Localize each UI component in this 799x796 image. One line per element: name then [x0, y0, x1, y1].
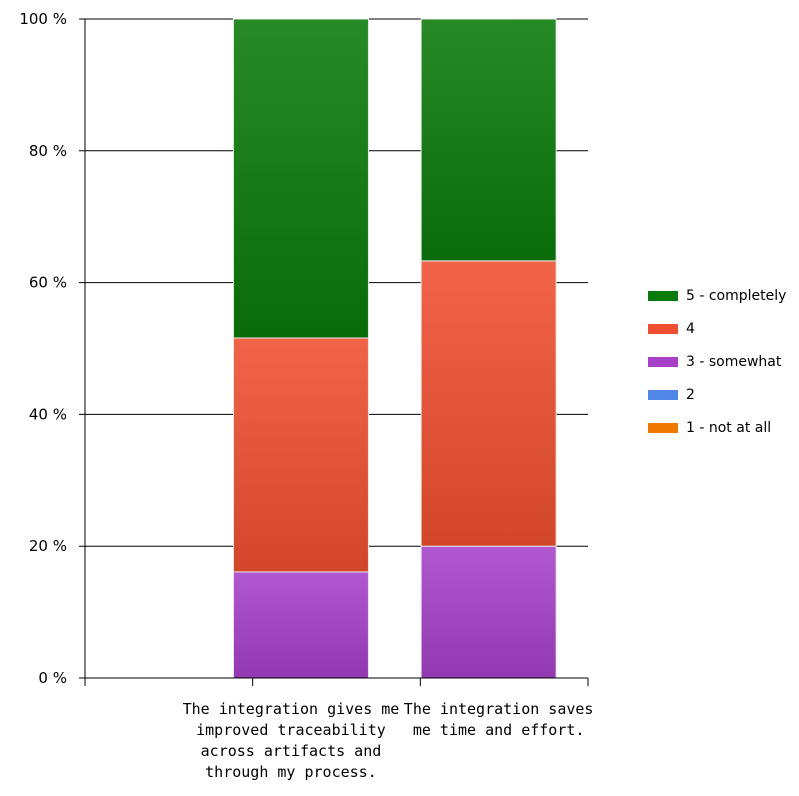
bar-segment: [232, 18, 369, 339]
y-tick-label: 20 %: [29, 537, 67, 555]
category-label: improved traceability: [196, 721, 386, 739]
y-tick-label: 40 %: [29, 405, 67, 423]
legend-label: 5 - completely: [686, 288, 787, 304]
tick-labels: 0 % 20 % 40 % 60 % 80 % 100 %: [19, 10, 67, 687]
legend-label: 3 - somewhat: [686, 354, 782, 370]
legend-swatch: [648, 357, 678, 367]
legend-item: 5 - completely: [648, 288, 798, 304]
category-label: through my process.: [205, 763, 377, 781]
legend-label: 4: [686, 321, 695, 337]
y-tick-label: 80 %: [29, 142, 67, 160]
bars: [232, 18, 557, 679]
bar-segment: [420, 545, 557, 679]
category-labels: The integration gives me improved traceab…: [183, 700, 594, 781]
y-tick-label: 0 %: [38, 669, 67, 687]
legend-swatch: [648, 390, 678, 400]
y-tick-label: 60 %: [29, 274, 67, 292]
legend-label: 2: [686, 387, 695, 403]
legend-item: 3 - somewhat: [648, 354, 798, 370]
bar-segment: [232, 337, 369, 573]
legend-swatch: [648, 324, 678, 334]
category-label: The integration saves: [404, 700, 594, 718]
legend-item: 1 - not at all: [648, 420, 798, 436]
legend-label: 1 - not at all: [686, 420, 772, 436]
category-label: The integration gives me: [183, 700, 400, 718]
bar-segment: [420, 260, 557, 547]
legend-swatch: [648, 423, 678, 433]
bar-segment: [232, 571, 369, 679]
category-label: me time and effort.: [413, 721, 585, 739]
legend-item: 2: [648, 387, 798, 403]
y-tick-label: 100 %: [19, 10, 67, 28]
bar-segment: [420, 18, 557, 262]
legend-item: 4: [648, 321, 798, 337]
legend-swatch: [648, 291, 678, 301]
category-label: across artifacts and: [201, 742, 382, 760]
axes: [84, 19, 589, 686]
